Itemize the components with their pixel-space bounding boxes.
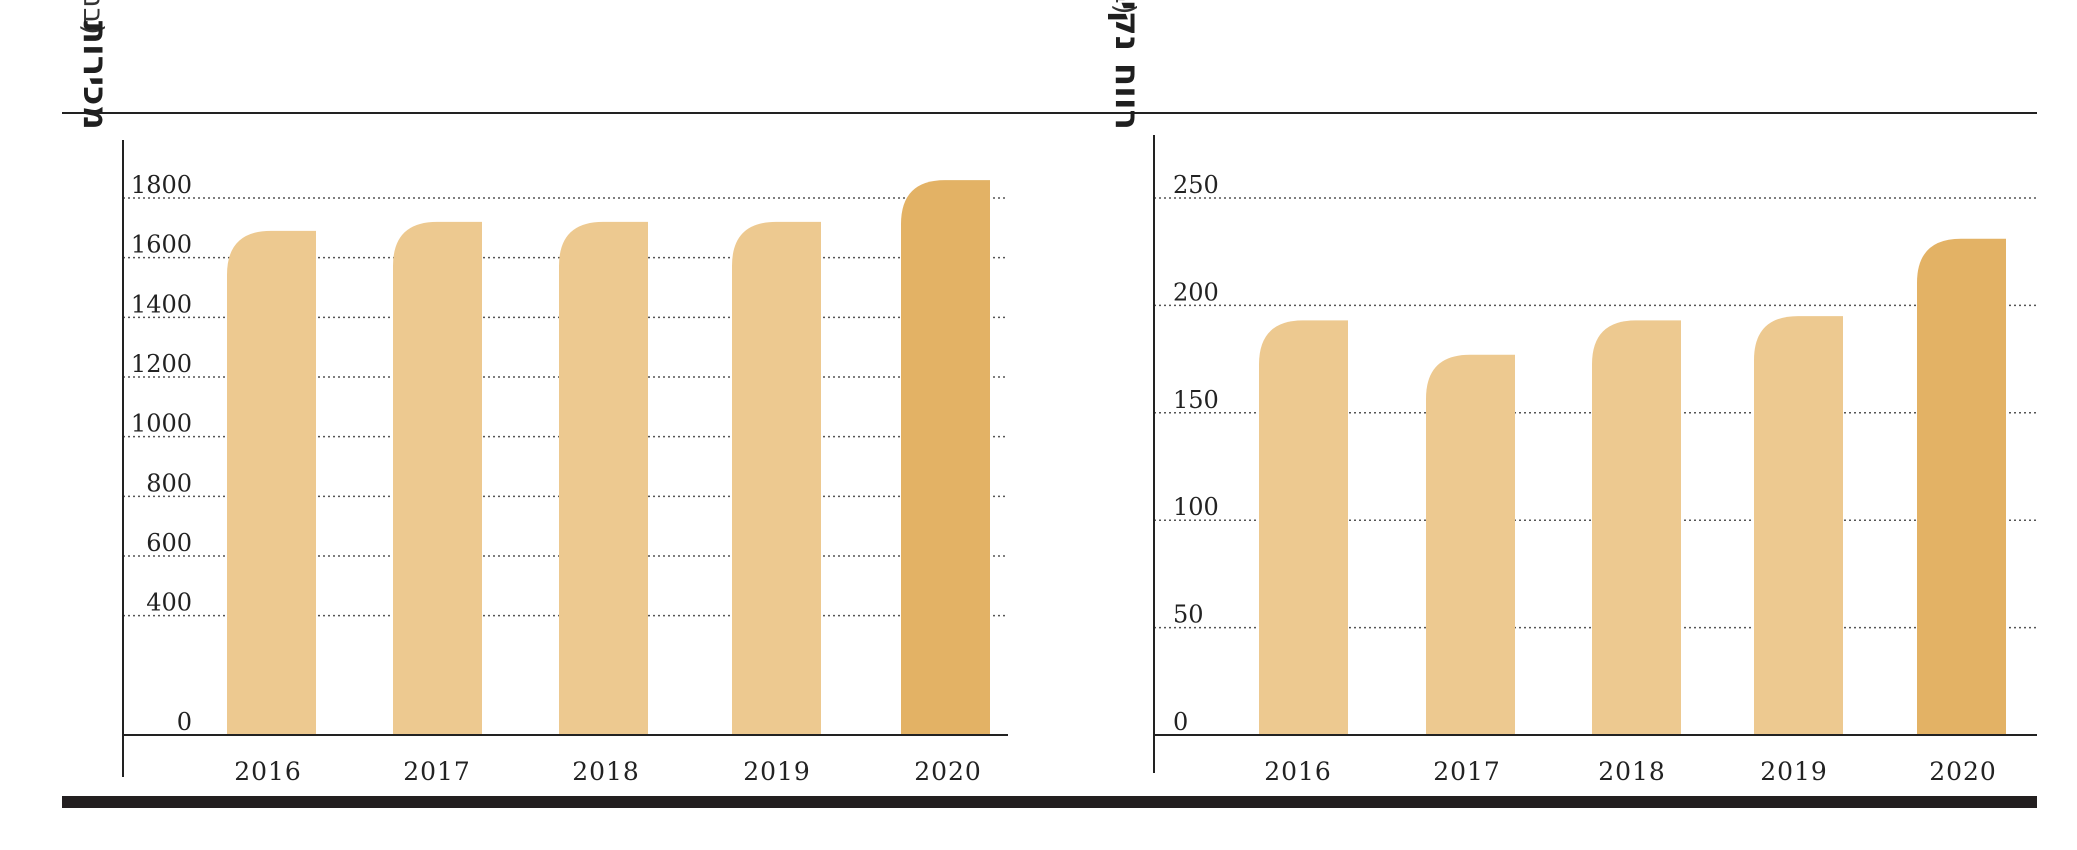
y-tick-label: 1800	[131, 171, 192, 199]
y-tick-label: 50	[1173, 601, 1204, 629]
chart-title: רווח נקי(במיליוני שקלים)	[1107, 0, 1147, 130]
x-tick-label: 2018	[572, 757, 640, 786]
bar-2020	[1917, 238, 2006, 735]
x-tick-label: 2019	[1760, 757, 1828, 786]
x-tick-label: 2018	[1598, 757, 1666, 786]
y-tick-label: 1200	[131, 350, 192, 378]
chart-title-unit: (במיליוני שקלים)	[77, 0, 110, 35]
bar-2018	[559, 221, 648, 735]
x-tick-label: 2019	[743, 757, 811, 786]
sales-chart: 0 400 600 800 1000 1200 1400 1600 1800 2016 2017 20…	[75, 0, 1008, 786]
chart-title-main: רווח נקי	[1107, 1, 1147, 130]
y-tick-label: 200	[1173, 278, 1219, 306]
y-tick-label: 150	[1173, 386, 1219, 414]
y-tick-label: 600	[146, 529, 192, 557]
y-tick-label: 1400	[131, 290, 192, 318]
chart-title-unit: (במיליוני שקלים)	[1109, 0, 1142, 15]
y-tick-label: 1600	[131, 231, 192, 259]
x-tick-label: 2016	[1264, 757, 1332, 786]
bottom-bar	[62, 796, 2037, 808]
bar-2018	[1592, 320, 1681, 735]
chart-title-main: מכירות	[75, 21, 115, 130]
bar-2017	[393, 221, 482, 735]
net-profit-chart: 0 50 100 150 200 250 2016 2017 2018 2019 2020 רווח …	[1107, 0, 2037, 786]
y-tick-label: 0	[1173, 708, 1188, 736]
x-tick-label: 2016	[234, 757, 302, 786]
bar-2016	[1259, 320, 1348, 735]
y-tick-label: 1000	[131, 410, 192, 438]
x-tick-label: 2017	[1433, 757, 1501, 786]
bar-2016	[227, 230, 316, 736]
x-tick-label: 2020	[914, 757, 982, 786]
x-tick-label: 2017	[403, 757, 471, 786]
bar-2017	[1426, 354, 1515, 735]
y-tick-label: 800	[146, 469, 192, 497]
bar-2019	[732, 221, 821, 735]
y-tick-label: 250	[1173, 171, 1219, 199]
bar-2020	[901, 180, 990, 736]
y-tick-label: 400	[146, 589, 192, 617]
bar-2019	[1754, 316, 1843, 735]
y-tick-label: 100	[1173, 493, 1219, 521]
x-tick-label: 2020	[1929, 757, 1997, 786]
y-tick-label: 0	[177, 708, 192, 736]
chart-title: מכירות(במיליוני שקלים)	[75, 0, 115, 130]
